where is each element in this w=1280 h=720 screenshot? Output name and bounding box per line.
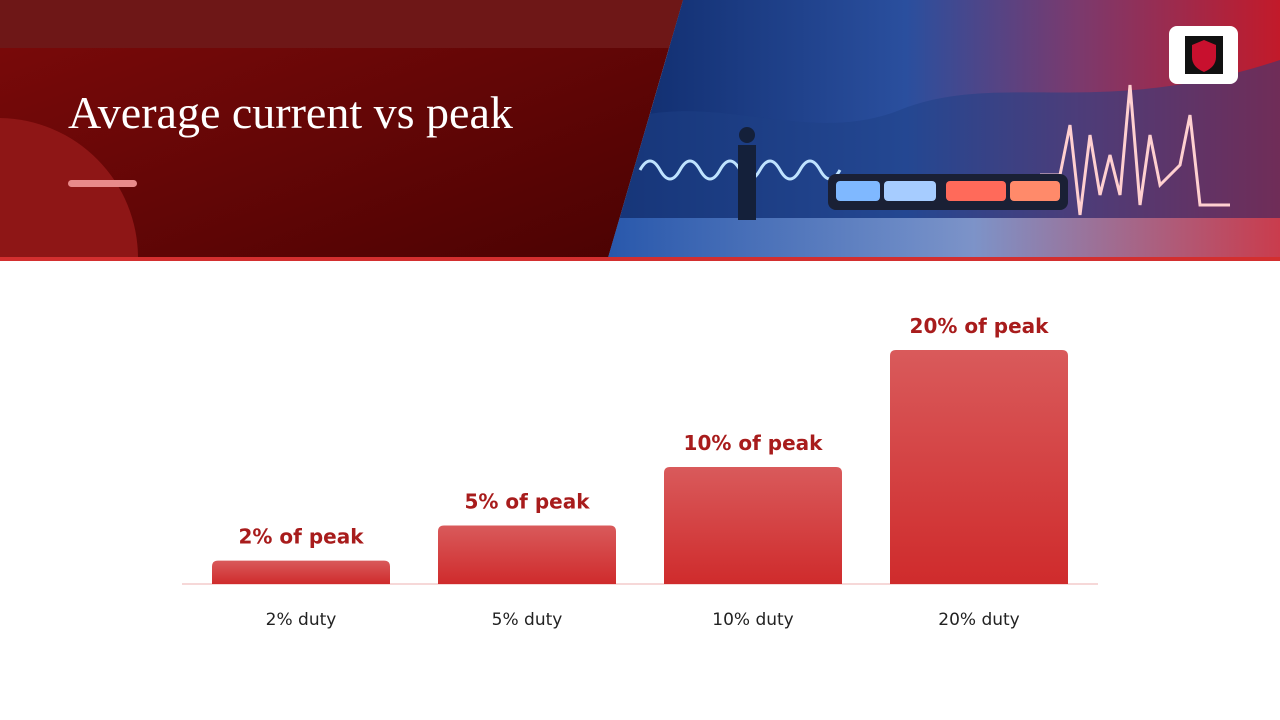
bar xyxy=(212,560,390,584)
chart: 2% of peak 2% duty 5% of peak 5% duty 10% of… xyxy=(182,314,1098,630)
value-label: 5% of peak xyxy=(465,490,591,514)
x-tick-label: 20% duty xyxy=(938,610,1019,630)
slide-title: Average current vs peak xyxy=(68,87,513,138)
title-accent xyxy=(68,180,137,187)
header-banner: Average current vs peak xyxy=(0,0,1280,261)
header-band xyxy=(0,0,683,48)
value-label: 10% of peak xyxy=(684,431,824,455)
logo xyxy=(1169,26,1238,84)
value-label: 20% of peak xyxy=(910,314,1050,338)
header-circle xyxy=(0,118,138,258)
header-image xyxy=(608,0,1280,258)
x-tick-label: 10% duty xyxy=(712,610,793,630)
x-tick-label: 2% duty xyxy=(266,610,337,630)
bar xyxy=(890,350,1068,584)
header-panel xyxy=(0,0,683,258)
bar xyxy=(664,467,842,584)
value-label: 2% of peak xyxy=(239,525,365,549)
x-tick-label: 5% duty xyxy=(492,610,563,630)
bar xyxy=(438,525,616,584)
header-rule xyxy=(0,257,1280,261)
